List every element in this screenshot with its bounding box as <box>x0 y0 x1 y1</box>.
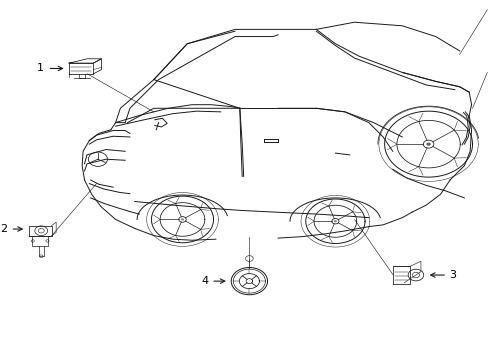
Text: 1: 1 <box>37 63 44 73</box>
Text: 4: 4 <box>201 276 208 286</box>
Circle shape <box>333 220 336 222</box>
Circle shape <box>181 218 183 221</box>
Circle shape <box>426 143 430 146</box>
Text: 3: 3 <box>448 270 456 280</box>
Text: 2: 2 <box>0 224 7 234</box>
